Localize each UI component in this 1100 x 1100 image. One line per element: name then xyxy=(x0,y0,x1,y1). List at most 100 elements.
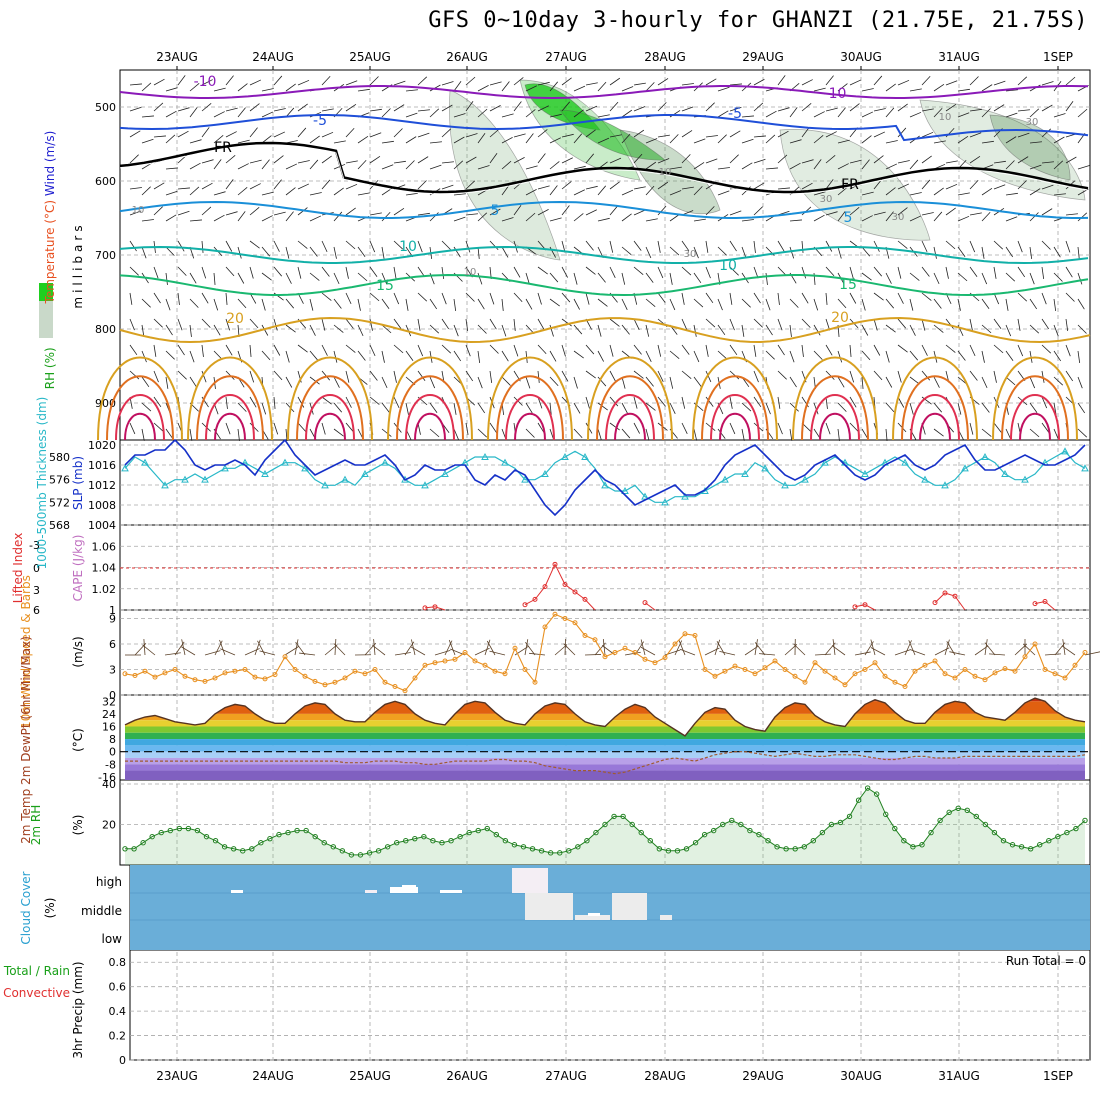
cape-point xyxy=(522,602,528,608)
wind-barb xyxy=(681,154,691,164)
date-label-top: 1SEP xyxy=(1043,50,1073,64)
wind-barb xyxy=(849,103,860,112)
wind-barb xyxy=(1029,428,1040,438)
surface-wind-barb xyxy=(904,640,912,656)
wind-barb xyxy=(405,298,409,311)
wind-barb xyxy=(345,396,352,408)
wind-barb xyxy=(225,131,237,138)
wind-speed-point xyxy=(672,641,678,647)
wind-barb xyxy=(501,350,509,362)
wind-barb xyxy=(957,298,961,311)
surface-wind-barb xyxy=(814,653,831,656)
wind-barb xyxy=(369,132,382,138)
temp-contour xyxy=(119,141,1089,194)
wind-barb xyxy=(165,110,177,118)
wind-barb xyxy=(609,181,620,190)
wind-barb xyxy=(345,127,355,138)
wind-barb xyxy=(405,160,415,170)
rh-label: 10 xyxy=(464,267,477,278)
wind-barb xyxy=(789,298,799,308)
wind-barb xyxy=(537,292,542,305)
warm-contour xyxy=(1010,394,1060,441)
wind-barb xyxy=(1041,184,1054,190)
wind-barb xyxy=(489,105,501,112)
wind-barb xyxy=(645,428,650,441)
wind-barb xyxy=(789,428,793,441)
wind-barb xyxy=(129,318,135,331)
surface-wind-barb xyxy=(489,650,506,656)
temp-band xyxy=(125,739,1085,746)
wind-barb xyxy=(261,272,272,281)
wind-barb xyxy=(261,246,271,257)
wind-speed-point xyxy=(642,656,648,662)
wind-barb xyxy=(369,344,376,357)
wind-barb xyxy=(393,207,405,216)
wind-barb xyxy=(417,109,430,112)
wind-barb xyxy=(777,75,786,86)
wind-barb xyxy=(849,422,859,432)
wind-barb xyxy=(777,107,790,112)
wind-barb xyxy=(309,376,320,385)
surface-wind-barb xyxy=(563,643,576,656)
wind-barb xyxy=(537,266,548,275)
wind-barb xyxy=(249,266,254,279)
cape-point xyxy=(952,593,958,599)
wind-barb xyxy=(153,266,159,279)
wind-barb xyxy=(537,370,540,383)
wind-barb xyxy=(837,246,842,259)
rh-label: 10 xyxy=(132,205,145,216)
wind-barb xyxy=(465,156,477,164)
date-label-top: 26AUG xyxy=(446,50,488,64)
wind-barb xyxy=(1065,344,1071,357)
warm-contour xyxy=(719,412,751,441)
wind-speed-point xyxy=(862,667,868,672)
wind-barb xyxy=(969,240,976,253)
cape-tick-label: 1.06 xyxy=(92,540,117,553)
wind-barb xyxy=(261,159,270,170)
warm-contour xyxy=(97,356,183,441)
wind-barb xyxy=(213,159,222,170)
wind-barb xyxy=(141,246,147,259)
surface-wind-barb xyxy=(584,654,602,656)
wind-barb xyxy=(189,82,200,92)
wind-barb xyxy=(129,187,142,190)
wind-barb xyxy=(261,88,274,92)
wind-barb xyxy=(717,110,729,118)
wind-speed-point xyxy=(392,684,398,689)
wind-barb xyxy=(777,154,788,164)
pressure-tick-label: 700 xyxy=(95,249,116,262)
wind-barb xyxy=(669,376,674,389)
wind-barb xyxy=(369,155,381,164)
wind-barb xyxy=(393,128,403,138)
warm-contour xyxy=(396,375,464,441)
wind-barb xyxy=(729,396,733,409)
temp-band xyxy=(125,726,1085,733)
temp-contour xyxy=(119,85,1089,100)
wind-speed-point xyxy=(1052,671,1058,677)
wind-speed-point xyxy=(312,678,318,684)
wind-barb xyxy=(261,324,269,336)
wind-speed-point xyxy=(572,620,578,626)
upper-ylabel: RH (%) Temperature (°C) Wind (m/s) xyxy=(43,131,57,390)
wind-barb xyxy=(1053,428,1060,441)
wind-barb xyxy=(285,211,294,222)
temp-tick-label: 32 xyxy=(102,695,116,708)
wind-barb xyxy=(777,292,780,305)
wind-barb xyxy=(297,183,310,190)
wind-barb xyxy=(285,298,295,309)
wind-barb xyxy=(1053,246,1061,258)
wind-barb xyxy=(201,344,204,357)
wind-barb xyxy=(261,111,274,118)
wind-barb xyxy=(861,215,873,222)
thickness-ylabel: 1000-500mb Thickness (dm) xyxy=(35,397,49,570)
wind-speed-point xyxy=(852,671,858,677)
wind-barb xyxy=(465,370,474,382)
wind-barb xyxy=(969,212,982,216)
temp-contour xyxy=(119,273,1089,297)
surface-wind-barb xyxy=(894,649,911,656)
wind-barb xyxy=(177,75,186,86)
wind-barb xyxy=(237,107,246,118)
contour-label: -5 xyxy=(313,113,327,129)
wind-speed-point xyxy=(912,668,918,674)
wind-barb xyxy=(981,298,990,309)
